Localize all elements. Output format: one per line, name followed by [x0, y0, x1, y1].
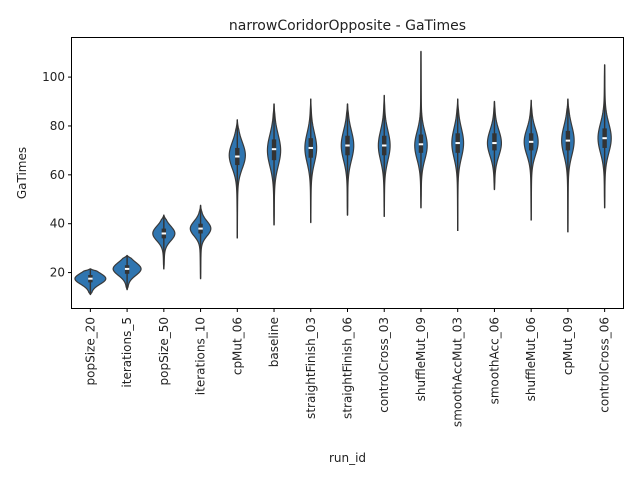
x-tick-label-iterations_5: iterations_5 — [120, 317, 134, 388]
y-axis: 20 40 60 80 100 — [42, 70, 72, 280]
x-tick-label-baseline: baseline — [267, 317, 281, 367]
y-tick-label: 60 — [50, 168, 65, 182]
x-tick-label-shuffleMut_09: shuffleMut_09 — [414, 317, 428, 401]
x-tick-label-popSize_20: popSize_20 — [83, 317, 97, 385]
chart-title: narrowCoridorOpposite - GaTimes — [229, 18, 466, 34]
x-tick-label-cpMut_06: cpMut_06 — [230, 317, 244, 375]
violins-layer — [74, 50, 612, 296]
y-axis-label: GaTimes — [15, 147, 29, 199]
x-tick-label-cpMut_09: cpMut_09 — [561, 317, 575, 375]
plot-area-frame — [71, 37, 624, 309]
y-tick-label: 80 — [50, 119, 65, 133]
x-tick-label-popSize_50: popSize_50 — [157, 317, 171, 385]
violin-box — [492, 133, 497, 151]
x-axis-label: run_id — [329, 451, 366, 465]
x-tick-label-straightFinish_06: straightFinish_06 — [341, 317, 355, 419]
x-tick-label-shuffleMut_06: shuffleMut_06 — [524, 317, 538, 401]
y-tick-label: 20 — [50, 266, 65, 280]
x-tick-label-controlCross_06: controlCross_06 — [598, 317, 612, 413]
y-tick-label: 40 — [50, 217, 65, 231]
x-tick-label-straightFinish_03: straightFinish_03 — [304, 317, 318, 419]
x-tick-label-smoothAccMut_03: smoothAccMut_03 — [451, 317, 465, 427]
x-tick-label-smoothAcc_06: smoothAcc_06 — [487, 317, 501, 404]
x-axis: popSize_20 iterations_5 popSize_50 iteratio… — [83, 308, 612, 427]
x-tick-label-iterations_10: iterations_10 — [194, 317, 208, 395]
x-tick-label-controlCross_03: controlCross_03 — [377, 317, 391, 413]
y-tick-label: 100 — [42, 70, 65, 84]
